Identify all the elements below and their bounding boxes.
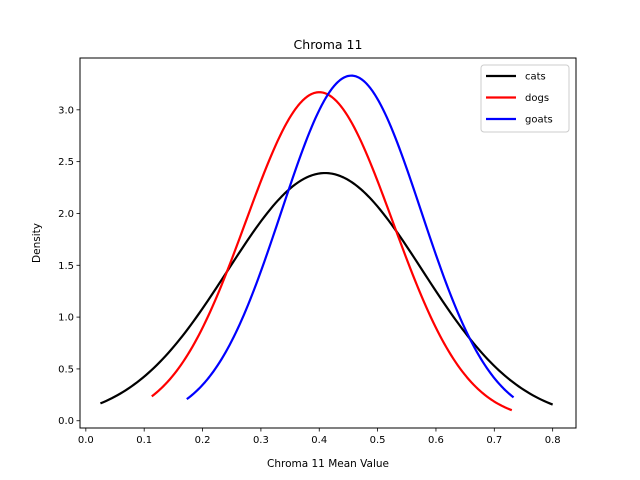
x-tick-label: 0.0 — [78, 435, 94, 446]
x-tick-label: 0.2 — [195, 435, 211, 446]
series-line-cats — [99, 171, 554, 406]
y-axis-label: Density — [31, 223, 43, 263]
legend: cats dogs goats — [480, 64, 570, 133]
y-tick-label: 2.0 — [58, 209, 74, 220]
chart-title: Chroma 11 — [294, 37, 363, 52]
legend-label-dogs: dogs — [525, 93, 549, 104]
x-axis-ticks: 0.0 0.1 0.2 0.3 0.4 0.5 0.6 0.7 0.8 — [78, 428, 561, 446]
series-line-goats — [186, 74, 515, 401]
x-tick-label: 0.1 — [136, 435, 152, 446]
y-axis-ticks: 0.0 0.5 1.0 1.5 2.0 2.5 3.0 — [58, 105, 80, 427]
y-tick-label: 1.5 — [58, 261, 74, 272]
legend-box — [480, 64, 570, 133]
x-tick-label: 0.8 — [545, 435, 561, 446]
x-tick-label: 0.6 — [428, 435, 444, 446]
x-axis-label: Chroma 11 Mean Value — [267, 458, 389, 470]
legend-label-cats: cats — [525, 72, 546, 83]
y-tick-label: 1.0 — [58, 313, 74, 324]
legend-label-goats: goats — [525, 115, 553, 126]
y-tick-label: 3.0 — [58, 105, 74, 116]
y-tick-label: 2.5 — [58, 157, 74, 168]
y-tick-label: 0.0 — [58, 416, 74, 427]
plot-frame — [79, 57, 577, 429]
y-tick-label: 0.5 — [58, 364, 74, 375]
series-line-dogs — [151, 91, 513, 412]
x-tick-label: 0.4 — [311, 435, 327, 446]
x-tick-label: 0.5 — [370, 435, 386, 446]
x-tick-label: 0.7 — [486, 435, 502, 446]
series-lines — [99, 74, 554, 412]
x-tick-label: 0.3 — [253, 435, 269, 446]
